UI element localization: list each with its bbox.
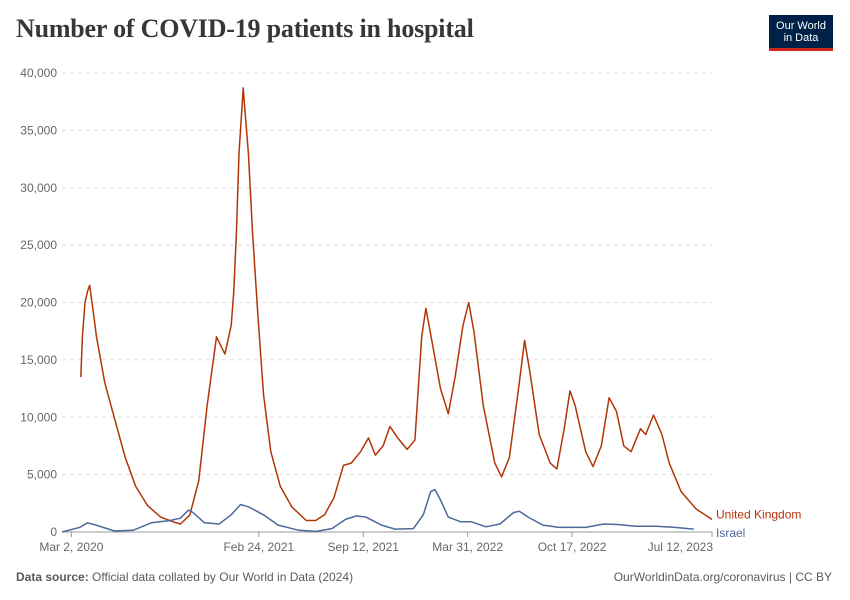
chart-title: Number of COVID-19 patients in hospital xyxy=(16,14,474,43)
series-label-united-kingdom: United Kingdom xyxy=(716,507,801,521)
data-source: Data source: Official data collated by O… xyxy=(16,570,353,584)
data-source-label: Data source: xyxy=(16,570,89,584)
logo-line-2: in Data xyxy=(783,32,819,44)
x-tick-label: Oct 17, 2022 xyxy=(538,540,607,554)
y-tick-label: 25,000 xyxy=(20,238,57,252)
series-line-united-kingdom xyxy=(80,87,713,525)
owid-logo[interactable]: Our World in Data xyxy=(769,15,833,51)
x-tick-label: Feb 24, 2021 xyxy=(223,540,294,554)
x-tick-label: Mar 31, 2022 xyxy=(432,540,503,554)
y-tick-label: 30,000 xyxy=(20,181,57,195)
logo-line-1: Our World xyxy=(776,20,826,32)
y-tick-label: 35,000 xyxy=(20,123,57,137)
y-tick-label: 5,000 xyxy=(27,468,57,482)
x-tick-label: Mar 2, 2020 xyxy=(39,540,103,554)
x-tick-label: Jul 12, 2023 xyxy=(648,540,714,554)
x-tick-label: Sep 12, 2021 xyxy=(328,540,400,554)
y-tick-label: 0 xyxy=(50,525,57,539)
y-tick-label: 10,000 xyxy=(20,410,57,424)
data-source-text: Official data collated by Our World in D… xyxy=(92,570,354,584)
y-tick-label: 20,000 xyxy=(20,296,57,310)
owid-link[interactable]: OurWorldinData.org/coronavirus | CC BY xyxy=(613,570,832,584)
y-tick-label: 15,000 xyxy=(20,353,57,367)
series-label-israel: Israel xyxy=(716,526,745,540)
series-line-israel xyxy=(61,488,694,533)
line-chart: 0 5,000 10,000 15,000 20,000 25,000 30,000 35,0… xyxy=(20,66,801,554)
y-tick-label: 40,000 xyxy=(20,66,57,80)
